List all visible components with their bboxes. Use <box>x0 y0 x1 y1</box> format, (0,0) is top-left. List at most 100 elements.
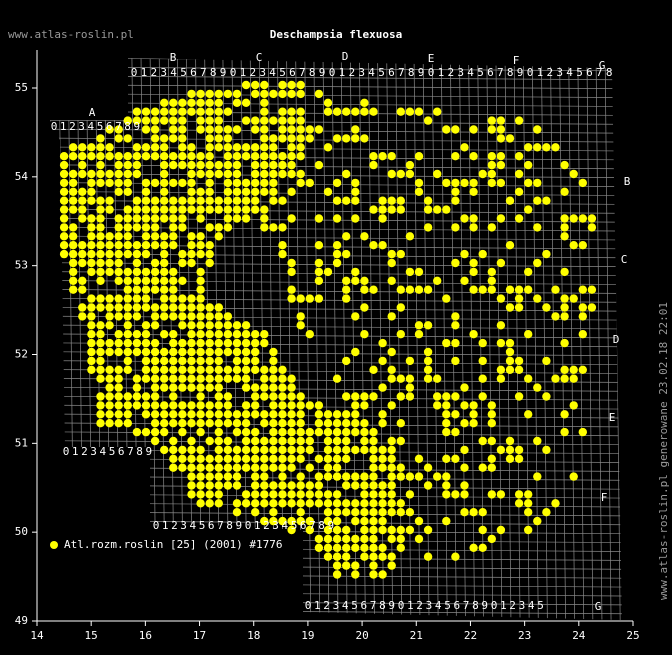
occurrence-dot <box>205 347 214 357</box>
occurrence-dot <box>496 445 506 455</box>
grid-digit: 6 <box>118 445 125 458</box>
grid-line <box>50 395 622 401</box>
occurrence-dot <box>132 303 142 312</box>
occurrence-dot <box>451 125 460 134</box>
occurrence-dot <box>251 338 260 348</box>
occurrence-dot <box>150 196 160 205</box>
occurrence-dot <box>524 374 533 383</box>
occurrence-dot <box>296 436 305 446</box>
grid-digit: 9 <box>235 519 242 532</box>
occurrence-dot <box>469 330 478 339</box>
occurrence-dot <box>278 392 287 401</box>
grid-letter: F <box>513 54 520 67</box>
occurrence-dot <box>241 427 251 437</box>
occurrence-dot <box>150 223 160 232</box>
occurrence-dot <box>296 80 305 90</box>
occurrence-dot <box>514 356 524 366</box>
occurrence-dot <box>196 490 205 499</box>
occurrence-dot <box>451 410 460 419</box>
occurrence-dot <box>587 223 597 232</box>
occurrence-dot <box>533 472 542 481</box>
occurrence-dot <box>296 401 305 410</box>
occurrence-dot <box>296 116 305 125</box>
occurrence-dot <box>251 508 260 517</box>
occurrence-dot <box>114 383 123 392</box>
grid-digit: 8 <box>226 519 233 532</box>
grid-digit: 7 <box>596 66 603 79</box>
occurrence-dot <box>587 303 597 312</box>
occurrence-dot <box>342 392 351 401</box>
occurrence-dot <box>433 374 442 383</box>
grid-digit: 5 <box>576 66 583 79</box>
occurrence-dot <box>278 125 287 134</box>
occurrence-dot <box>178 143 187 152</box>
occurrence-dot <box>87 169 96 179</box>
occurrence-dot <box>323 454 333 463</box>
occurrence-dot <box>278 134 287 143</box>
occurrence-dot <box>59 196 69 205</box>
occurrence-dot <box>423 347 433 357</box>
occurrence-dot <box>114 160 123 170</box>
occurrence-dot <box>487 285 496 294</box>
occurrence-dot <box>59 223 69 232</box>
occurrence-dot <box>178 338 187 348</box>
occurrence-dot <box>260 392 269 401</box>
occurrence-dot <box>451 152 460 161</box>
occurrence-dot <box>524 178 533 188</box>
occurrence-dot <box>169 214 178 223</box>
occurrence-dot <box>351 214 360 223</box>
occurrence-dot <box>187 89 196 99</box>
occurrence-dot <box>141 356 151 366</box>
occurrence-dot <box>87 267 96 277</box>
occurrence-dot <box>114 169 123 179</box>
occurrence-dot <box>123 160 132 170</box>
occurrence-dot <box>251 454 260 463</box>
grid-digit: 1 <box>162 519 169 532</box>
occurrence-dot <box>487 116 496 125</box>
occurrence-dot <box>214 98 223 108</box>
occurrence-dot <box>196 285 205 294</box>
occurrence-dot <box>405 285 415 294</box>
occurrence-dot <box>150 410 160 419</box>
occurrence-dot <box>542 249 551 259</box>
occurrence-dot <box>323 499 333 508</box>
occurrence-dot <box>214 454 223 463</box>
occurrence-dot <box>496 134 506 143</box>
occurrence-dot <box>478 374 487 383</box>
occurrence-dot <box>414 534 424 544</box>
occurrence-dot <box>132 392 142 401</box>
grid-digit: 8 <box>318 519 325 532</box>
occurrence-dot <box>260 116 269 125</box>
occurrence-dot <box>178 249 187 259</box>
occurrence-dot <box>360 516 369 526</box>
occurrence-dot <box>196 410 205 419</box>
x-tick-label: 19 <box>301 629 314 642</box>
grid-line <box>313 58 321 620</box>
occurrence-dot <box>423 116 433 125</box>
occurrence-dot <box>123 232 132 241</box>
occurrence-dot <box>369 285 378 294</box>
occurrence-dot <box>196 98 205 108</box>
occurrence-dot <box>351 472 360 481</box>
occurrence-dot <box>369 543 378 552</box>
occurrence-dot <box>105 258 114 268</box>
occurrence-dot <box>141 152 151 161</box>
occurrence-dot <box>487 160 496 170</box>
occurrence-dot <box>132 116 142 125</box>
occurrence-dot <box>69 205 78 214</box>
x-tick-label: 18 <box>247 629 260 642</box>
occurrence-dot <box>123 392 132 401</box>
occurrence-dot <box>360 427 369 437</box>
occurrence-dot <box>269 419 278 428</box>
occurrence-dot <box>196 356 205 366</box>
occurrence-dot <box>560 214 569 223</box>
occurrence-dot <box>396 472 405 481</box>
grid-digit: 5 <box>279 66 286 79</box>
grid-digit: 5 <box>180 66 187 79</box>
occurrence-dot <box>214 490 223 499</box>
occurrence-dot <box>405 490 415 499</box>
occurrence-dot <box>378 383 387 392</box>
occurrence-dot <box>187 187 196 196</box>
occurrence-dot <box>287 294 296 303</box>
occurrence-dot <box>260 481 269 490</box>
